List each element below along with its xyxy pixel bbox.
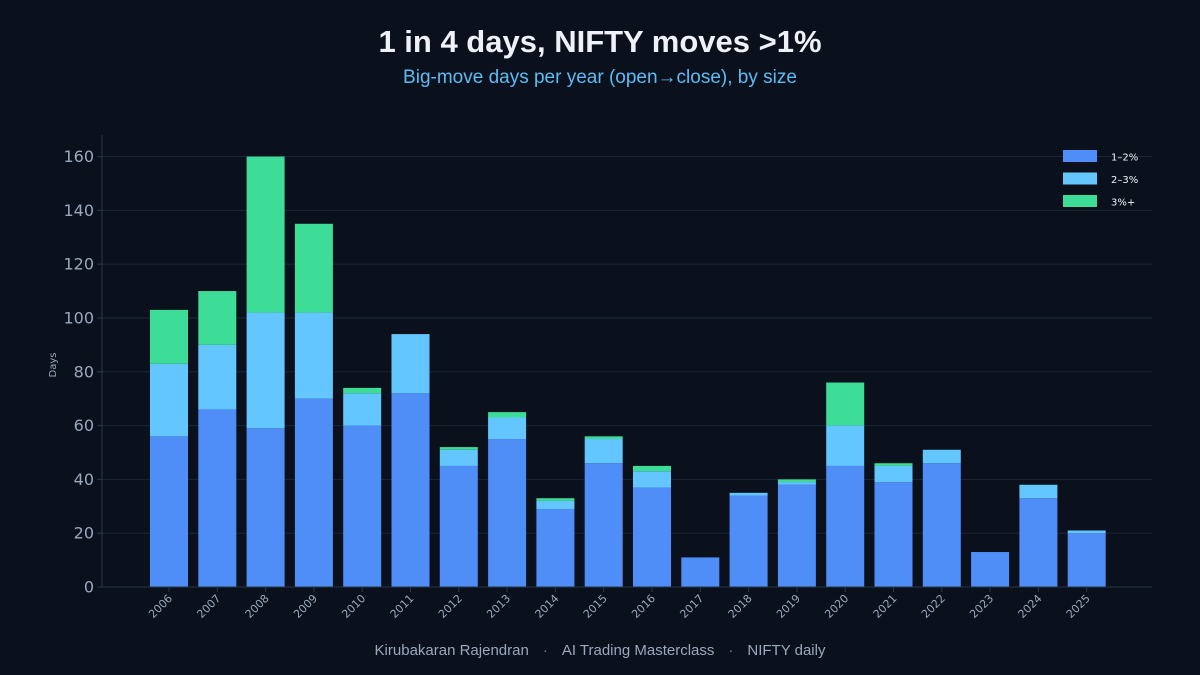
x-tick-label: 2011: [388, 592, 417, 621]
bar-segment: [922, 449, 961, 464]
legend-swatch: [1063, 172, 1097, 185]
footer-course: AI Trading Masterclass: [561, 642, 715, 659]
bar-segment: [826, 465, 865, 587]
bar-segment: [874, 465, 913, 483]
legend-swatch: [1063, 195, 1097, 207]
y-axis-label: Days: [48, 353, 59, 378]
bar-segment: [439, 447, 478, 450]
bar-segment: [681, 557, 720, 587]
bar-segment: [294, 398, 333, 587]
bar-segment: [150, 309, 188, 364]
legend-label: 3%+: [1111, 198, 1135, 209]
x-tick-label: 2025: [1064, 592, 1093, 621]
x-tick-label: 2008: [243, 592, 272, 621]
footer-separator: ·: [728, 642, 734, 659]
y-tick-label: 140: [63, 201, 94, 220]
footer: Kirubakaran Rajendran · AI Trading Masterc…: [0, 642, 1200, 659]
y-tick-label: 80: [74, 362, 94, 381]
bar-segment: [294, 312, 333, 399]
x-tick-label: 2023: [967, 592, 996, 621]
x-tick-label: 2020: [822, 592, 851, 621]
legend-label: 1–2%: [1111, 153, 1138, 164]
legend: 1–2% 2–3% 3%+: [1063, 150, 1138, 209]
bar-segment: [198, 344, 237, 410]
bar-segment: [922, 463, 961, 587]
x-tick-label: 2013: [484, 592, 513, 621]
bar-segment: [391, 393, 430, 587]
legend-swatch: [1063, 150, 1097, 162]
bar-segment: [633, 465, 671, 472]
bar-segment: [584, 436, 623, 440]
bar-segment: [198, 409, 237, 587]
y-tick-label: 20: [74, 524, 94, 543]
y-tick-label: 60: [74, 416, 94, 435]
x-tick-label: 2012: [436, 592, 465, 621]
x-tick-label: 2021: [871, 592, 900, 621]
bar-segment: [874, 463, 913, 466]
bar-segment: [488, 417, 527, 440]
x-tick-label: 2010: [339, 592, 368, 621]
bar-segment: [439, 449, 478, 466]
x-tick-label: 2018: [726, 592, 755, 621]
bar-segment: [198, 291, 237, 345]
y-tick-label: 0: [84, 578, 94, 597]
bar-segment: [777, 482, 816, 485]
chart-subtitle: Big-move days per year (open→close), by …: [403, 67, 797, 88]
bar-segment: [729, 492, 768, 496]
bar-segment: [536, 508, 575, 587]
bar-segment: [633, 471, 671, 488]
bar-segment: [826, 382, 865, 426]
bar-segment: [343, 387, 382, 394]
x-tick-label: 2006: [146, 592, 175, 621]
bar-segment: [1019, 484, 1058, 499]
bar-segment: [777, 484, 816, 587]
bar-segment: [584, 439, 623, 464]
legend-label: 2–3%: [1111, 175, 1138, 186]
bar-segment: [246, 156, 285, 313]
x-tick-label: 2017: [677, 592, 706, 621]
y-tick-label: 40: [74, 470, 94, 489]
bar-segment: [584, 463, 623, 587]
x-tick-label: 2015: [581, 592, 610, 621]
bar-segment: [439, 465, 478, 587]
bar-segment: [246, 428, 285, 587]
chart-title: 1 in 4 days, NIFTY moves >1%: [378, 24, 822, 59]
bar-segment: [777, 479, 816, 483]
bar-segment: [488, 439, 527, 587]
bar-segment: [391, 334, 430, 394]
x-tick-label: 2009: [291, 592, 320, 621]
footer-source: NIFTY daily: [747, 642, 826, 659]
bar-segment: [826, 425, 865, 466]
y-tick-label: 100: [63, 308, 94, 327]
bar-segment: [874, 482, 913, 587]
x-tick-label: 2022: [919, 592, 948, 621]
x-tick-label: 2016: [629, 592, 658, 621]
bar-segment: [294, 223, 333, 313]
y-tick-label: 120: [63, 255, 94, 274]
x-tick-label: 2014: [533, 592, 562, 621]
bar-segment: [246, 312, 285, 429]
bar-segment: [633, 487, 671, 587]
bars: [150, 156, 1106, 587]
bar-segment: [343, 393, 382, 426]
footer-author: Kirubakaran Rajendran: [374, 642, 529, 659]
bar-segment: [729, 495, 768, 587]
footer-separator: ·: [542, 642, 548, 659]
bar-segment: [971, 552, 1010, 587]
y-tick-label: 160: [63, 147, 94, 166]
x-tick-label: 2019: [774, 592, 803, 621]
bar-segment: [150, 436, 188, 587]
bar-segment: [536, 498, 575, 501]
bar-segment: [1067, 530, 1106, 534]
x-tick-label: 2024: [1016, 592, 1045, 621]
bar-segment: [488, 412, 527, 418]
bar-segment: [536, 500, 575, 509]
x-tick-label: 2007: [194, 592, 223, 621]
bar-segment: [150, 363, 188, 437]
bar-segment: [343, 425, 382, 587]
bar-segment: [1019, 498, 1058, 587]
bar-segment: [1067, 533, 1106, 587]
